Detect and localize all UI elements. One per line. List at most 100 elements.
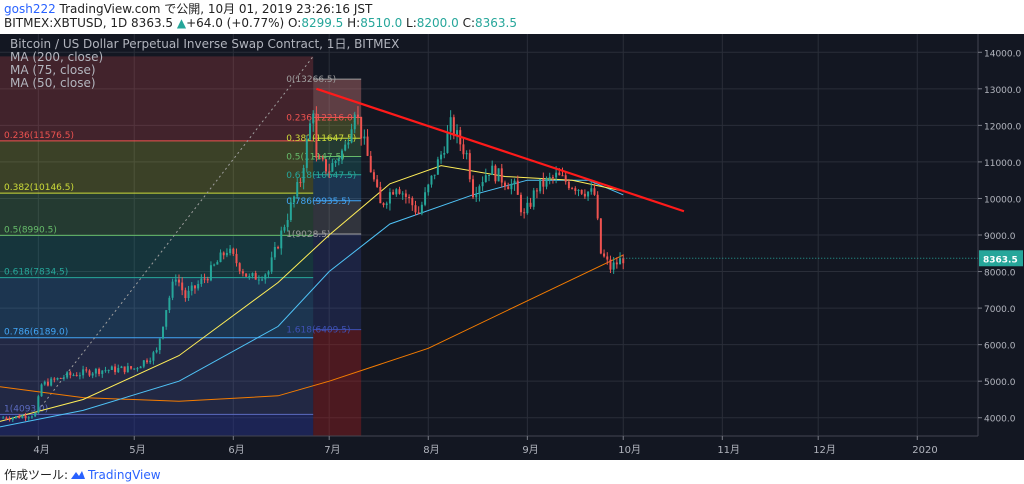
candle-body [382,203,385,206]
candle [398,186,401,195]
time-tick-label: 5月 [129,444,145,456]
candle [395,188,398,197]
candle [273,241,276,260]
candle-body [564,175,567,182]
candle-body [414,205,417,213]
author-link[interactable]: gosh222 [4,2,56,16]
candle [130,365,133,370]
candle-body [152,352,155,361]
tradingview-logo-icon [71,471,86,479]
candle-body [491,165,494,176]
price-chart[interactable]: 0.236(11576.5) 0.382(10146.5) 0.5(8990.5) 0… [0,34,1024,460]
candle [411,196,414,211]
candle-body [190,285,193,291]
candle-body [398,189,401,194]
candle [539,178,542,194]
candle [18,414,21,419]
close-label: C: [458,16,476,30]
ma75-line [0,179,624,428]
candle-body [18,416,21,419]
candle-body [404,193,407,197]
high-value: 8510.0 [360,16,403,30]
candle [50,376,53,387]
candle-body [229,248,232,253]
candle [139,365,142,369]
candle-body [289,202,292,221]
candle-body [165,310,168,327]
candle [14,415,17,420]
candle-body [162,326,164,339]
time-axis[interactable]: 4月 5月 6月 7月 8月 9月 10月 11月 12月 2020 [0,435,978,460]
candle [404,189,407,204]
candle-body [519,194,522,213]
candle [376,174,379,188]
candle [11,416,14,423]
footer: 作成ツール: TradingView [4,466,161,483]
candle [344,140,347,152]
candle-body [174,279,177,282]
candle [615,257,618,269]
candle [158,338,161,355]
candle [580,189,583,196]
candle-body [312,113,315,124]
candle [331,158,334,173]
candle [146,358,149,364]
footer-label: 作成ツール: [4,468,69,482]
indicator-ma200[interactable]: MA (200, close) [10,50,103,64]
candle [149,357,152,365]
candle-body [203,278,206,280]
candle-body [555,172,558,178]
candle-body [114,366,117,373]
candle-body [427,184,430,193]
candle-body [219,252,222,263]
indicator-ma75[interactable]: MA (75, close) [10,63,96,77]
candle [114,363,117,375]
candle-body [411,198,414,206]
candle-body [88,370,91,376]
candle [46,378,49,387]
fib-level-label: 0.382(10146.5) [4,183,74,193]
candle-body [209,265,212,281]
fib-level-label: 0.5(8990.5) [4,225,57,235]
candle [325,158,327,175]
ma50-line [0,165,624,422]
header-line-2: BITMEX:XBTUSD, 1D 8363.5 ▲+64.0 (+0.77%)… [4,16,517,30]
candle-body [334,161,337,164]
candle [225,248,228,258]
candle [309,120,312,141]
candle-body [309,123,312,140]
candle [312,110,315,132]
candle-body [548,177,551,179]
candle [91,371,94,379]
candle-body [200,278,203,284]
candle-body [78,375,81,377]
candle [526,196,529,215]
fib-retracements: 0.236(11576.5) 0.382(10146.5) 0.5(8990.5) 0… [0,56,362,436]
candle-body [139,366,142,369]
candle-body [385,203,388,206]
candle [171,278,174,301]
chart-legend: Bitcoin / US Dollar Perpetual Inverse Sw… [10,37,399,90]
candle-body [53,378,56,380]
candle [500,163,503,188]
candle [174,274,177,286]
candle [162,326,164,340]
candle-body [264,274,267,280]
candle-body [46,381,49,386]
candle-body [120,366,123,368]
indicator-ma50[interactable]: MA (50, close) [10,76,96,90]
candle-body [516,180,519,195]
candle-body [91,373,94,376]
time-tick-label: 6月 [228,444,244,456]
candle-body [456,130,459,136]
tradingview-brand-link[interactable]: TradingView [88,468,161,482]
candle-body [136,368,139,370]
candle [551,174,554,184]
candle [248,273,251,280]
candle-body [56,377,59,380]
candle [283,224,286,233]
candle-body [222,252,225,256]
candle-body [321,157,324,160]
price-axis[interactable]: 4000.0 5000.0 6000.0 7000.0 8000.0 9000.0 1000… [623,34,1024,460]
candle-body [146,360,149,363]
